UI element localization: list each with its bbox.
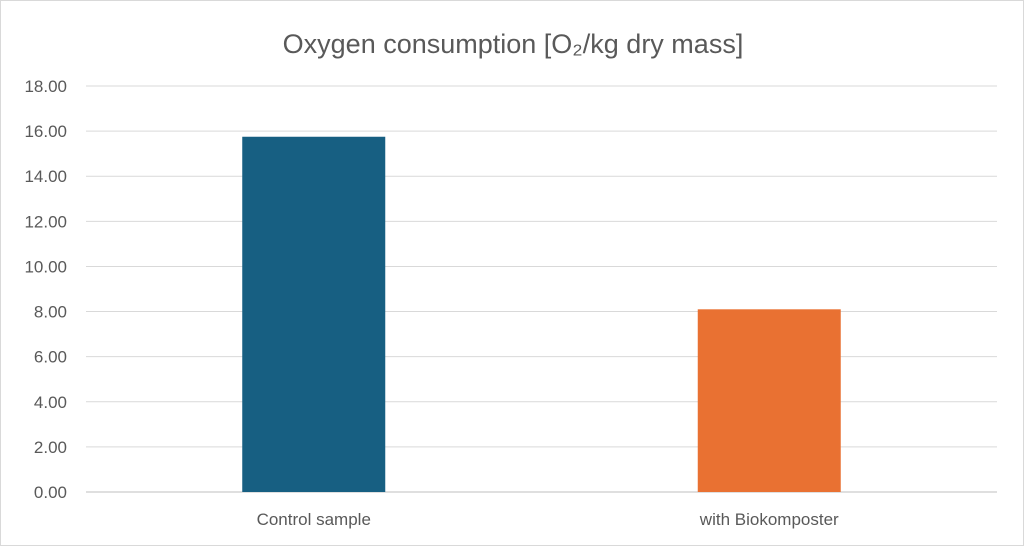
chart-title: Oxygen consumption [O₂/kg dry mass] (283, 29, 744, 59)
y-tick-label: 14.00 (24, 167, 67, 186)
y-tick-label: 6.00 (34, 348, 67, 367)
y-tick-label: 4.00 (34, 393, 67, 412)
x-tick-label: Control sample (257, 510, 371, 529)
y-tick-label: 8.00 (34, 303, 67, 322)
y-tick-label: 0.00 (34, 483, 67, 502)
y-tick-label: 12.00 (24, 212, 67, 231)
y-axis-ticks: 0.00 2.00 4.00 6.00 8.00 10.00 12.00 14.00 16.00… (24, 77, 67, 502)
bars (242, 136, 841, 492)
y-tick-label: 2.00 (34, 438, 67, 457)
y-tick-label: 16.00 (24, 122, 67, 141)
bar-with-biokomposter (697, 309, 841, 492)
y-tick-label: 18.00 (24, 77, 67, 96)
y-tick-label: 10.00 (24, 257, 67, 276)
x-axis-ticks: Control sample with Biokomposter (257, 510, 839, 529)
x-tick-label: with Biokomposter (699, 510, 839, 529)
bar-control-sample (242, 136, 386, 492)
gridlines (86, 85, 997, 493)
